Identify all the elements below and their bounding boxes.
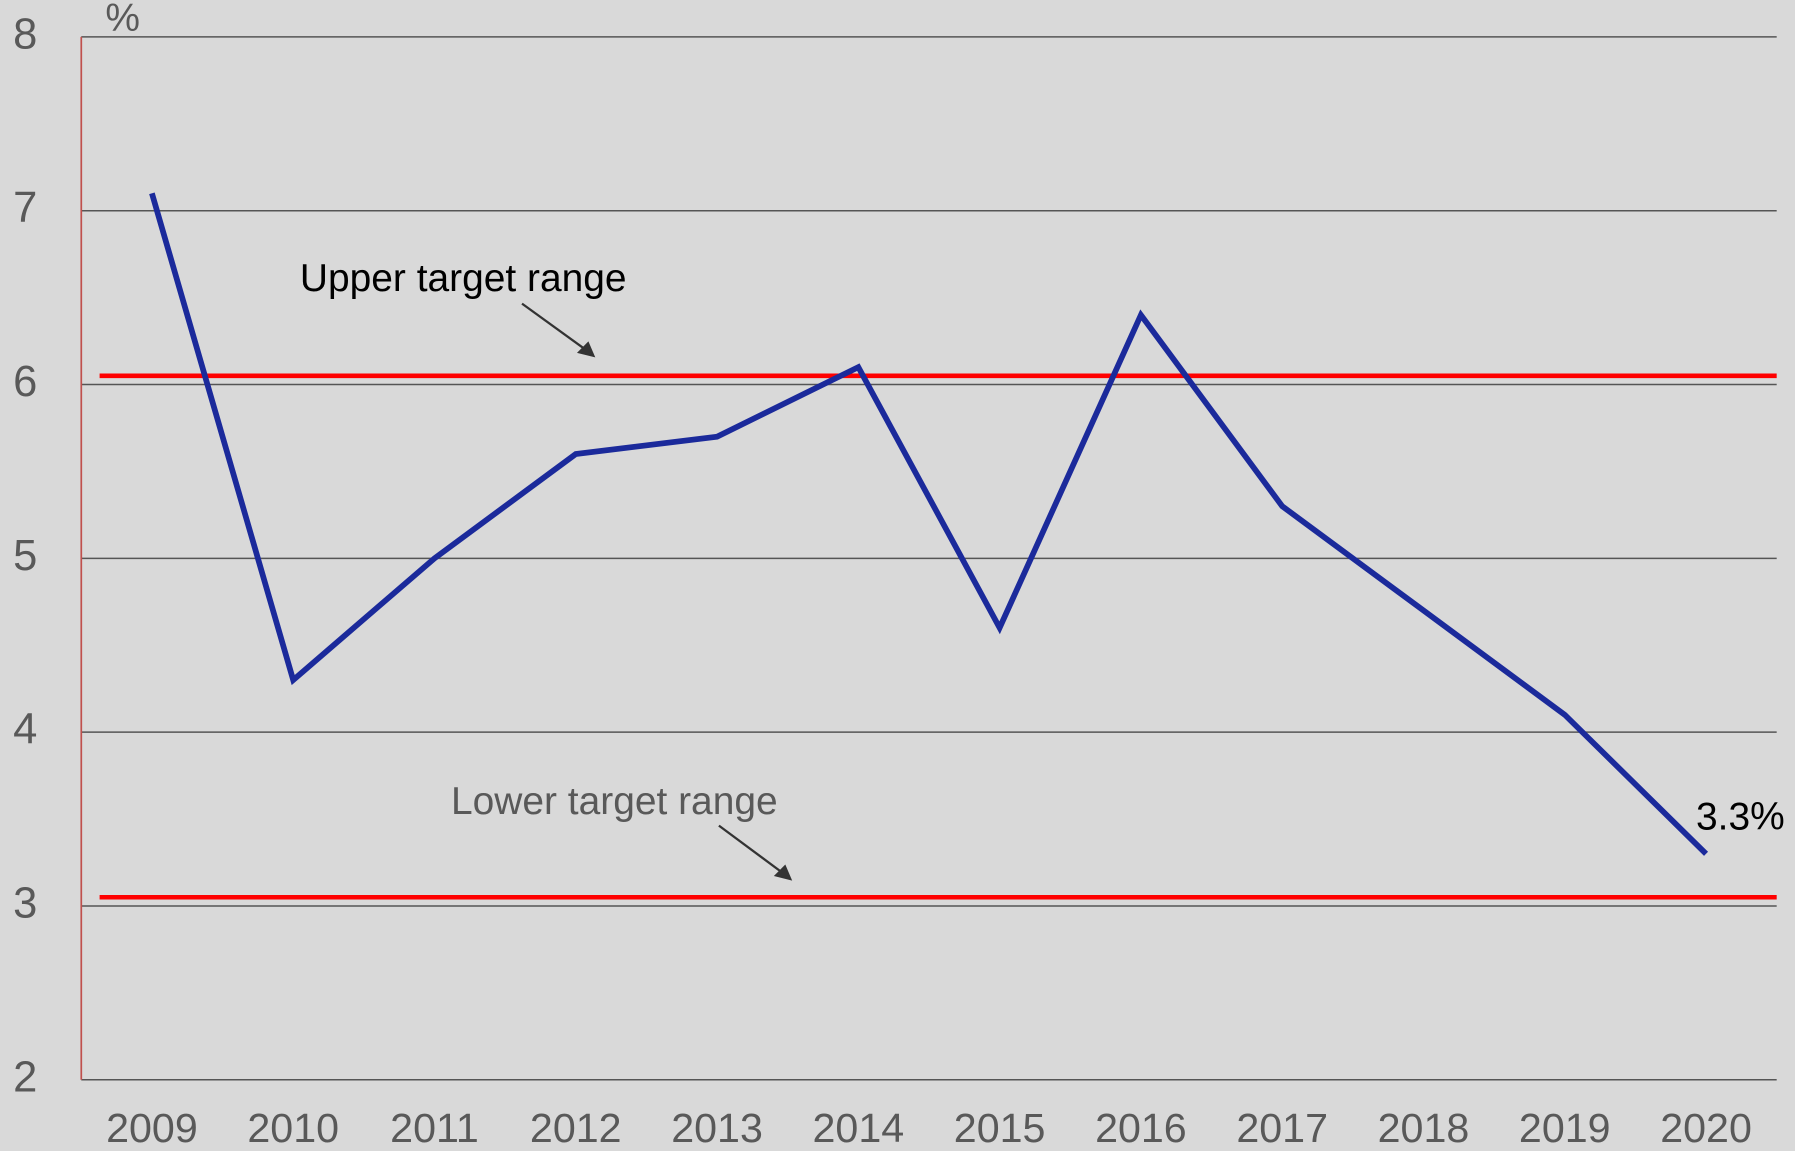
x-tick-label: 2016 <box>1095 1105 1187 1151</box>
x-tick-label: 2019 <box>1519 1105 1611 1151</box>
annotation-arrow <box>521 302 590 353</box>
x-tick-label: 2015 <box>954 1105 1046 1151</box>
y-tick-label: 6 <box>13 358 37 406</box>
reference-label: Upper target range <box>300 257 627 300</box>
x-tick-label: 2013 <box>671 1105 763 1151</box>
arrow-head <box>576 341 596 358</box>
y-tick-label: 3 <box>13 879 37 927</box>
y-tick-label: 2 <box>13 1053 37 1101</box>
y-axis-label: % <box>105 0 140 40</box>
x-tick-label: 2018 <box>1378 1105 1470 1151</box>
x-tick-label: 2020 <box>1660 1105 1752 1151</box>
y-tick-label: 7 <box>13 184 37 232</box>
x-tick-label: 2009 <box>106 1105 198 1151</box>
line-series <box>149 192 1709 856</box>
data-label: 3.3% <box>1696 796 1785 839</box>
reference-label: Lower target range <box>451 780 778 823</box>
y-tick-label: 5 <box>13 532 37 580</box>
x-tick-label: 2017 <box>1236 1105 1328 1151</box>
x-tick-label: 2014 <box>813 1105 905 1151</box>
y-tick-label: 4 <box>13 706 37 754</box>
x-tick-label: 2010 <box>247 1105 339 1151</box>
x-tick-label: 2011 <box>390 1105 479 1151</box>
arrow-head <box>773 864 793 881</box>
y-tick-label: 8 <box>13 10 37 58</box>
annotation-arrow <box>718 824 786 876</box>
x-tick-label: 2012 <box>530 1105 622 1151</box>
